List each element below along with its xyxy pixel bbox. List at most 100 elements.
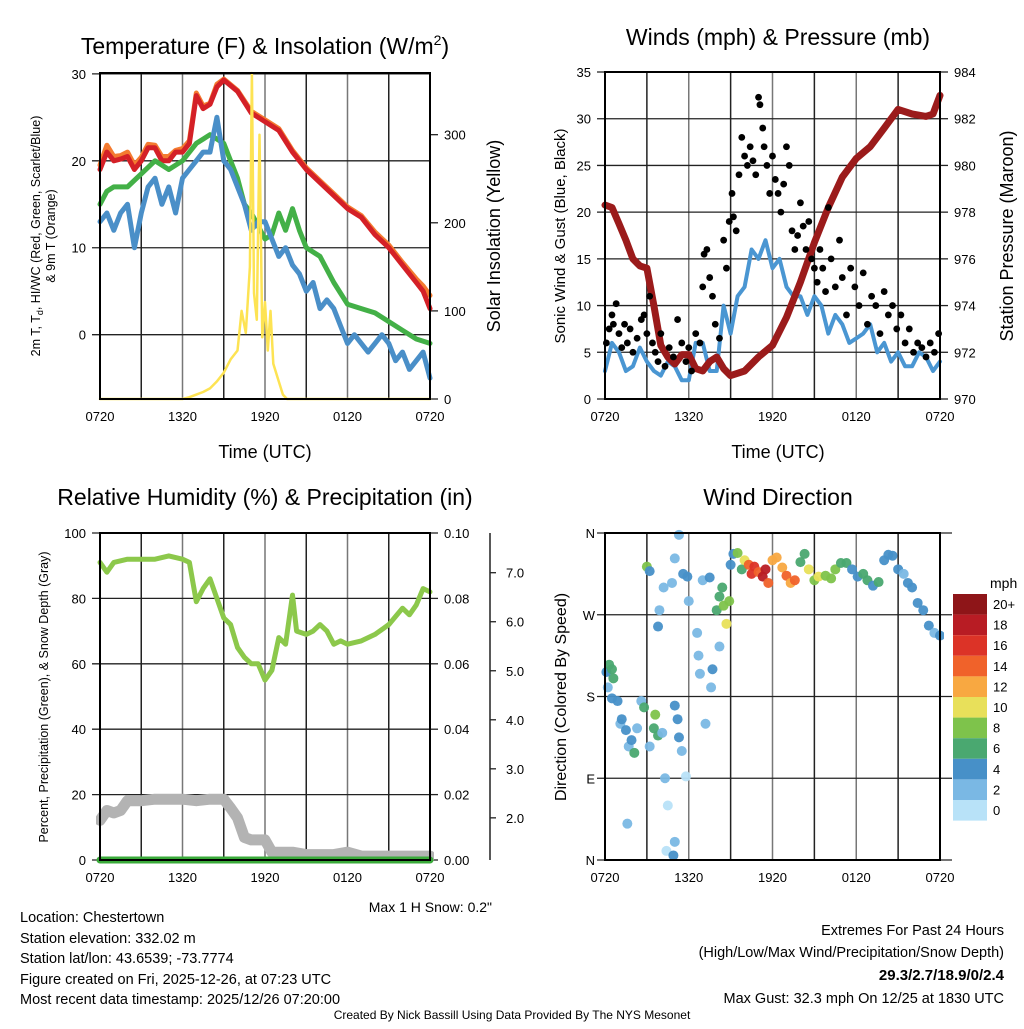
direction-point (907, 582, 918, 593)
gust-point (665, 344, 673, 352)
recent-data-text: Most recent data timestamp: 2025/12/26 0… (20, 992, 340, 1008)
panel-3: 0 20 40 60 80 100 0.00 0.02 0.04 0.06 0.08 0.10 2.0 3… (64, 526, 524, 885)
plot-frame (99, 532, 431, 861)
direction-point (632, 723, 643, 734)
direction-chart-title: Wind Direction (703, 484, 853, 510)
x-tick-label: 0120 (333, 870, 362, 885)
gust-point (864, 320, 871, 328)
gust-point (716, 334, 723, 342)
panel-4: N E S W N 0720 1320 1920 0120 0720 (583, 526, 955, 885)
x-tick-label: 0720 (591, 870, 620, 885)
gust-point (735, 171, 743, 179)
gust-point (859, 269, 867, 277)
colorbar-swatch (953, 717, 987, 739)
right-tick-label: 0.02 (444, 788, 469, 803)
gust-point (640, 311, 648, 319)
y-tick-label: 20 (72, 154, 86, 169)
plot-frame (99, 72, 431, 400)
gust-point (771, 176, 779, 183)
gust-point (901, 339, 909, 347)
x-tick-label: 0120 (842, 870, 871, 885)
right-tick-label: 980 (954, 158, 976, 173)
colorbar-label: 16 (993, 638, 1007, 653)
gust-point (669, 353, 677, 361)
elevation-text: Station elevation: 332.02 m (20, 931, 196, 947)
gust-point (661, 362, 669, 370)
gust-point (711, 320, 719, 328)
pressure-ylabel: Station Pressure (Maroon) (997, 130, 1017, 341)
temp-ylabel: 2m T, Td, HI/WC (Red, Green, Scarlet/Blu… (29, 116, 45, 357)
direction-point (918, 605, 929, 616)
direction-point (704, 572, 715, 583)
gust-point (769, 152, 776, 160)
gust-point (720, 236, 728, 244)
x-tick-label: 0720 (416, 870, 445, 885)
direction-point (653, 621, 664, 632)
colorbar-swatch (953, 614, 987, 636)
plot-area (601, 91, 944, 383)
panel-2: 0 5 10 15 20 25 30 35 970 972 974 976 978 980 982 984 07… (577, 65, 976, 424)
colorbar-label: 4 (993, 762, 1000, 777)
max-snow-annotation: Max 1 H Snow: 0.2" (369, 899, 492, 915)
colorbar-label: 10 (993, 700, 1007, 715)
colorbar-label: 14 (993, 659, 1007, 674)
direction-point (667, 577, 677, 588)
gust-point (838, 274, 846, 281)
x-tick-label: 0120 (333, 409, 362, 424)
gust-point (651, 348, 659, 356)
direction-point (789, 575, 800, 586)
plot-frame (604, 71, 941, 400)
gust-point (824, 204, 832, 211)
y-tick-label: 5 (584, 345, 591, 360)
direction-point (777, 562, 788, 573)
colorbar-label: 0 (993, 803, 1000, 818)
direction-point (923, 620, 934, 631)
gust-point (791, 246, 799, 253)
right-tick-label: 982 (954, 112, 976, 127)
direction-point (714, 641, 725, 652)
snow-depth-line (96, 793, 434, 862)
wind-xlabel: Time (UTC) (731, 442, 824, 462)
right-tick-label: 100 (444, 304, 466, 319)
right-tick-label: 976 (954, 252, 976, 267)
direction-point (626, 735, 637, 746)
gust-point (926, 339, 934, 347)
gust-point (643, 330, 651, 337)
colorbar-swatch (953, 655, 987, 677)
direction-point (673, 732, 684, 743)
gust-point (876, 330, 884, 337)
gust-point (605, 325, 613, 333)
direction-point (650, 709, 661, 720)
gust-point (752, 171, 760, 179)
gust-point (732, 227, 740, 235)
direction-point (608, 673, 619, 684)
gust-point (855, 302, 863, 309)
extremes-values: 29.3/2.7/18.9/0/2.4 (879, 967, 1005, 984)
y-tick-label: 20 (72, 788, 86, 803)
gust-point (709, 292, 716, 300)
y-tick-label: 30 (577, 112, 591, 127)
solar-ylabel: Solar Insolation (Yellow) (484, 140, 504, 332)
x-tick-label: 1320 (674, 409, 703, 424)
2m-t-line (97, 77, 433, 312)
gust-point (797, 199, 804, 207)
gust-point (626, 325, 634, 333)
colorbar-swatch (953, 676, 987, 697)
gust-point (783, 143, 790, 151)
x-tick-label: 1320 (168, 870, 197, 885)
direction-point (714, 591, 725, 602)
y-tick-label: 10 (72, 241, 86, 256)
x-tick-label: 1920 (251, 409, 280, 424)
station-info: Location: Chestertown Station elevation:… (20, 910, 340, 1008)
direction-point (669, 700, 680, 711)
gust-point (897, 311, 905, 319)
direction-point (826, 573, 837, 584)
gust-point (725, 218, 733, 225)
gust-point (633, 334, 641, 342)
gust-point (759, 124, 767, 132)
gust-point (808, 255, 815, 263)
x-tick-label: 0720 (86, 409, 115, 424)
direction-ylabel: Direction (Colored By Speed) (553, 593, 570, 801)
direction-point (629, 747, 640, 758)
